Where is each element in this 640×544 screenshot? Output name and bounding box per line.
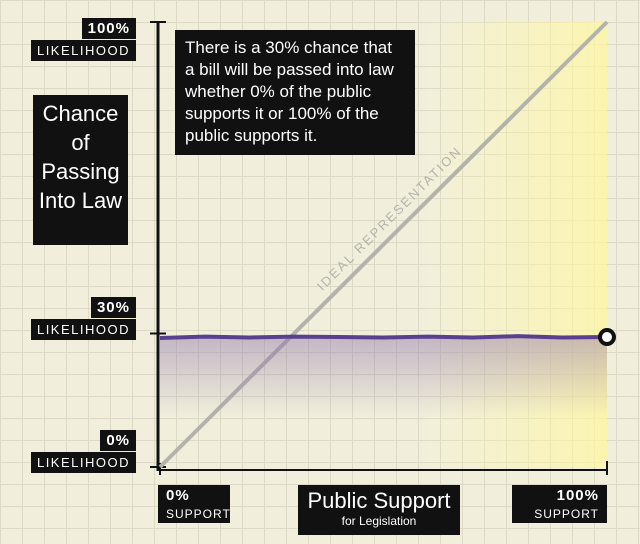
y-tick-label: 100% xyxy=(81,18,136,39)
y-axis-title: Chance of Passing Into Law xyxy=(33,95,128,245)
x-axis-subtitle: for Legislation xyxy=(341,514,417,528)
end-marker xyxy=(598,328,616,347)
area xyxy=(160,336,607,418)
y-tick-caption: LIKELIHOOD xyxy=(30,318,136,340)
x-axis-title: Public Support xyxy=(307,488,451,513)
line xyxy=(159,334,608,340)
x-tick-box: 100% SUPPORT xyxy=(512,485,607,523)
y-tick-caption: LIKELIHOOD xyxy=(30,40,136,61)
x-tick-caption: SUPPORT xyxy=(534,507,599,521)
y-tick-label: 0% xyxy=(100,430,136,451)
x-tick-box: 0% SUPPORT xyxy=(158,485,230,523)
annotation: There is a 30% chance that a bill will b… xyxy=(175,30,415,155)
x-tick-label: 0% xyxy=(166,487,190,504)
x-tick-label: 100% xyxy=(556,487,599,504)
x-axis-title-box: Public Support for Legislation xyxy=(298,485,460,535)
y-tick-label: 30% xyxy=(90,296,136,318)
x-tick-caption: SUPPORT xyxy=(166,507,231,521)
y-tick-caption: LIKELIHOOD xyxy=(30,452,136,473)
